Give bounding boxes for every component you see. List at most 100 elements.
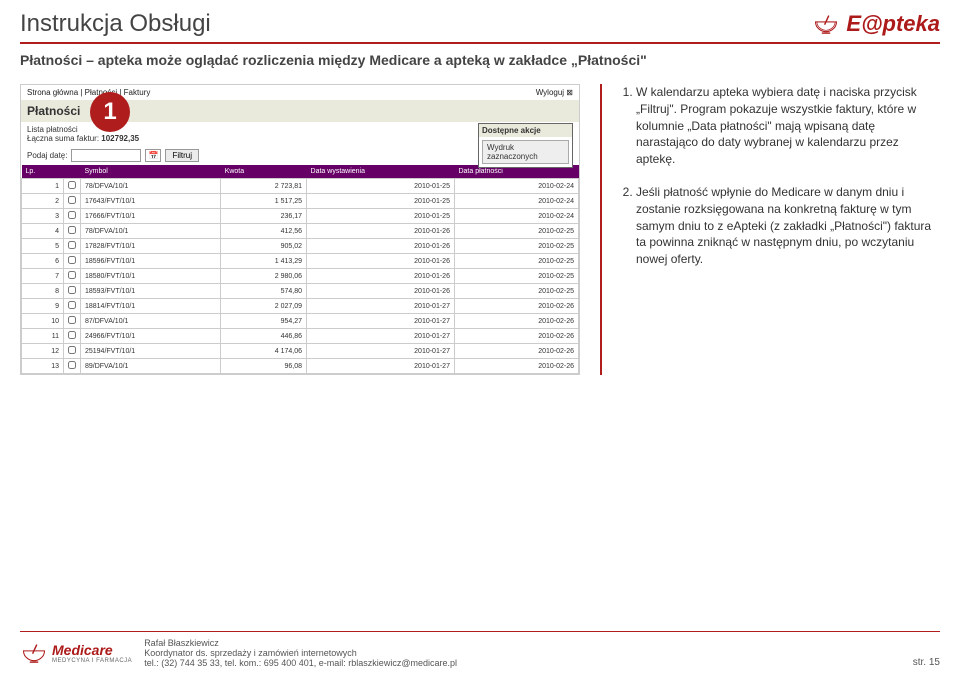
row-index: 6 [22, 254, 64, 269]
cell-symbol: 78/DFVA/10/1 [80, 179, 220, 194]
cell-amount: 4 174,06 [221, 344, 307, 359]
table-header[interactable]: Kwota [221, 165, 307, 179]
cell-amount: 2 980,06 [221, 269, 307, 284]
cell-symbol: 17643/FVT/10/1 [80, 194, 220, 209]
cell-amount: 412,56 [221, 224, 307, 239]
row-index: 10 [22, 314, 64, 329]
cell-symbol: 78/DFVA/10/1 [80, 224, 220, 239]
table-header[interactable]: Symbol [80, 165, 220, 179]
row-checkbox[interactable] [68, 256, 76, 264]
footer-name: Rafał Błaszkiewicz [144, 638, 457, 648]
row-index: 5 [22, 239, 64, 254]
table-row: 11 24966/FVT/10/1446,862010-01-272010-02-… [22, 329, 579, 344]
filter-button[interactable]: Filtruj [165, 149, 199, 162]
cell-symbol: 17666/FVT/10/1 [80, 209, 220, 224]
step-badge: 1 [90, 92, 130, 132]
row-index: 3 [22, 209, 64, 224]
cell-pay-date: 2010-02-24 [454, 194, 578, 209]
payments-table: Lp.SymbolKwotaData wystawieniaData płatn… [21, 165, 579, 374]
row-index: 9 [22, 299, 64, 314]
cell-pay-date: 2010-02-25 [454, 269, 578, 284]
cell-issue-date: 2010-01-25 [307, 194, 455, 209]
table-row: 818593/FVT/10/1574,802010-01-262010-02-2… [22, 284, 579, 299]
cell-symbol: 24966/FVT/10/1 [80, 329, 220, 344]
cell-symbol: 18580/FVT/10/1 [80, 269, 220, 284]
cell-symbol: 18814/FVT/10/1 [80, 299, 220, 314]
row-index: 8 [22, 284, 64, 299]
table-row: 7 18580/FVT/10/12 980,062010-01-262010-02… [22, 269, 579, 284]
table-header[interactable]: Lp. [22, 165, 64, 179]
row-checkbox[interactable] [68, 301, 76, 309]
cell-amount: 96,08 [221, 359, 307, 374]
cell-pay-date: 2010-02-24 [454, 209, 578, 224]
table-header[interactable] [63, 165, 80, 179]
table-row: 1087/DFVA/10/1954,272010-01-272010-02-26 [22, 314, 579, 329]
row-index: 12 [22, 344, 64, 359]
cell-issue-date: 2010-01-27 [307, 314, 455, 329]
cell-symbol: 89/DFVA/10/1 [80, 359, 220, 374]
cell-pay-date: 2010-02-26 [454, 344, 578, 359]
table-row: 918814/FVT/10/12 027,092010-01-272010-02… [22, 299, 579, 314]
row-index: 7 [22, 269, 64, 284]
row-checkbox[interactable] [68, 241, 76, 249]
row-checkbox[interactable] [68, 316, 76, 324]
logout-link[interactable]: Wyloguj ⊠ [536, 88, 573, 97]
cell-issue-date: 2010-01-27 [307, 344, 455, 359]
footer-contact-line: tel.: (32) 744 35 33, tel. kom.: 695 400… [144, 658, 457, 668]
footer-brand-sub: MEDYCYNA I FARMACJA [52, 658, 132, 664]
row-checkbox[interactable] [68, 226, 76, 234]
cell-pay-date: 2010-02-26 [454, 314, 578, 329]
calendar-icon[interactable]: 📅 [145, 149, 161, 162]
cell-issue-date: 2010-01-27 [307, 299, 455, 314]
cell-amount: 2 723,81 [221, 179, 307, 194]
cell-pay-date: 2010-02-25 [454, 239, 578, 254]
cell-amount: 446,86 [221, 329, 307, 344]
cell-amount: 905,02 [221, 239, 307, 254]
divider [20, 42, 940, 44]
mortar-icon [812, 13, 840, 35]
print-selected-button[interactable]: Wydruk zaznaczonych [482, 140, 569, 164]
table-row: 1225194/FVT/10/14 174,062010-01-272010-0… [22, 344, 579, 359]
table-row: 517828/FVT/10/1905,022010-01-262010-02-2… [22, 239, 579, 254]
cell-symbol: 17828/FVT/10/1 [80, 239, 220, 254]
table-header[interactable]: Data wystawienia [307, 165, 455, 179]
table-row: 217643/FVT/10/11 517,252010-01-252010-02… [22, 194, 579, 209]
panel-title: Płatności [27, 104, 80, 118]
row-checkbox[interactable] [68, 271, 76, 279]
row-checkbox[interactable] [68, 346, 76, 354]
row-index: 1 [22, 179, 64, 194]
cell-amount: 574,80 [221, 284, 307, 299]
row-checkbox[interactable] [68, 331, 76, 339]
cell-issue-date: 2010-01-26 [307, 254, 455, 269]
cell-symbol: 18596/FVT/10/1 [80, 254, 220, 269]
row-checkbox[interactable] [68, 181, 76, 189]
cell-issue-date: 2010-01-26 [307, 269, 455, 284]
cell-pay-date: 2010-02-25 [454, 284, 578, 299]
cell-issue-date: 2010-01-26 [307, 224, 455, 239]
breadcrumb[interactable]: Strona główna | Płatności | Faktury [27, 88, 150, 97]
cell-pay-date: 2010-02-26 [454, 359, 578, 374]
cell-pay-date: 2010-02-26 [454, 329, 578, 344]
document-title: Instrukcja Obsługi [20, 10, 211, 38]
row-checkbox[interactable] [68, 196, 76, 204]
row-checkbox[interactable] [68, 361, 76, 369]
instruction-item: W kalendarzu apteka wybiera datę i nacis… [636, 84, 940, 168]
row-checkbox[interactable] [68, 286, 76, 294]
mortar-icon [20, 642, 48, 664]
cell-amount: 954,27 [221, 314, 307, 329]
cell-issue-date: 2010-01-26 [307, 284, 455, 299]
sum-label: Łączna suma faktur: [27, 134, 99, 143]
date-input[interactable] [71, 149, 141, 162]
cell-amount: 236,17 [221, 209, 307, 224]
actions-header: Dostępne akcje [479, 124, 572, 137]
table-row: 618596/FVT/10/11 413,292010-01-262010-02… [22, 254, 579, 269]
sum-value: 102792,35 [101, 134, 139, 143]
actions-panel: Dostępne akcje Wydruk zaznaczonych [478, 123, 573, 168]
footer-brand: Medicare [52, 642, 132, 658]
footer-role: Koordynator ds. sprzedaży i zamówień int… [144, 648, 457, 658]
row-index: 11 [22, 329, 64, 344]
row-checkbox[interactable] [68, 211, 76, 219]
instruction-item: Jeśli płatność wpłynie do Medicare w dan… [636, 184, 940, 268]
cell-issue-date: 2010-01-27 [307, 329, 455, 344]
filter-label: Podaj datę: [27, 151, 67, 160]
